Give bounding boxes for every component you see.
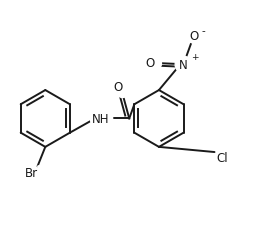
Text: NH: NH	[92, 112, 110, 125]
Text: O: O	[113, 80, 122, 93]
Text: +: +	[191, 53, 198, 62]
Text: O: O	[189, 30, 198, 43]
Text: N: N	[179, 58, 188, 71]
Text: Cl: Cl	[216, 151, 228, 164]
Text: Br: Br	[25, 166, 38, 179]
Text: O: O	[145, 57, 155, 70]
Text: -: -	[202, 26, 206, 36]
